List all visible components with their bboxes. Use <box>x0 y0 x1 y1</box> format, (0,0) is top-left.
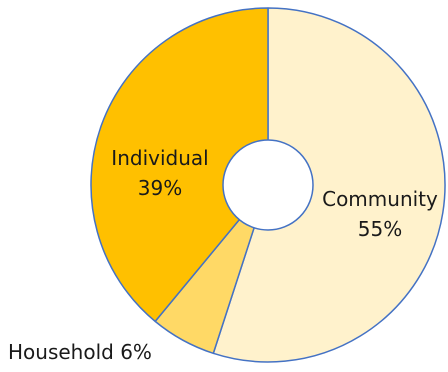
label-household: Household 6% <box>8 340 152 364</box>
slice-individual <box>90 7 269 323</box>
donut-hole <box>222 139 314 231</box>
label-community-name: Community <box>322 187 438 211</box>
label-individual-name: Individual <box>111 146 208 170</box>
slice-community <box>212 7 446 363</box>
label-community-value: 55% <box>358 217 402 241</box>
label-individual-value: 39% <box>138 176 182 200</box>
